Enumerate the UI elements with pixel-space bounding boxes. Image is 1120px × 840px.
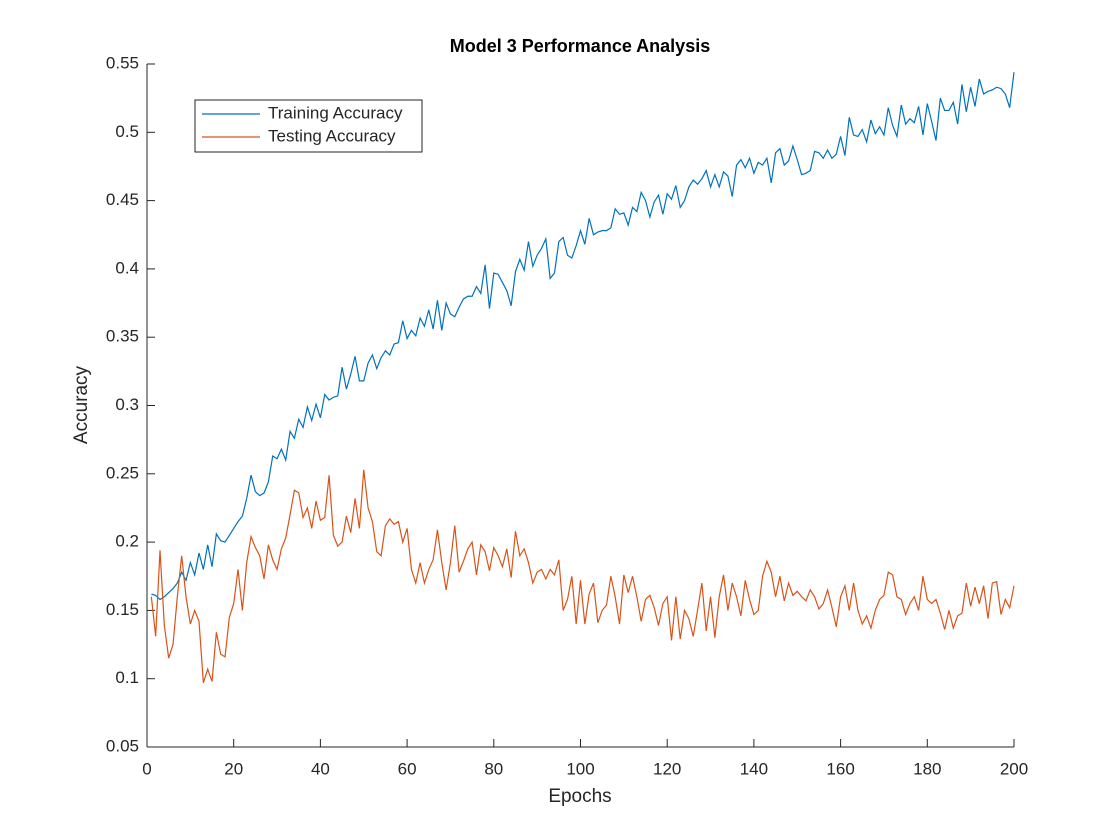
x-tick-label: 120: [653, 759, 681, 778]
legend-box: [194, 99, 423, 153]
x-tick-label: 20: [224, 759, 243, 778]
y-tick-label: 0.1: [115, 668, 139, 687]
x-tick-label: 60: [398, 759, 417, 778]
y-tick-label: 0.15: [106, 600, 139, 619]
y-tick-label: 0.45: [106, 190, 139, 209]
y-tick-label: 0.4: [115, 258, 139, 277]
y-tick-label: 0.3: [115, 395, 139, 414]
x-tick-label: 40: [311, 759, 330, 778]
y-tick-label: 0.5: [115, 122, 139, 141]
legend-label: Training Accuracy: [268, 103, 403, 122]
series-line: [151, 72, 1015, 601]
x-tick-label: 0: [142, 759, 151, 778]
y-tick-label: 0.2: [115, 532, 139, 551]
x-tick-label: 80: [484, 759, 503, 778]
chart-title: Model 3 Performance Analysis: [450, 36, 710, 56]
legend-label: Testing Accuracy: [268, 126, 396, 145]
y-tick-label: 0.05: [106, 736, 139, 755]
y-tick-label: 0.25: [106, 463, 139, 482]
y-tick-label: 0.55: [106, 53, 139, 72]
x-axis-label: Epochs: [548, 786, 611, 807]
x-tick-label: 160: [826, 759, 854, 778]
x-tick-label: 140: [740, 759, 768, 778]
y-axis-label: Accuracy: [71, 365, 92, 444]
series-line: [150, 469, 1015, 683]
x-tick-label: 200: [1000, 759, 1028, 778]
y-tick-label: 0.35: [106, 327, 139, 346]
x-tick-label: 180: [913, 759, 941, 778]
x-tick-label: 100: [566, 759, 594, 778]
